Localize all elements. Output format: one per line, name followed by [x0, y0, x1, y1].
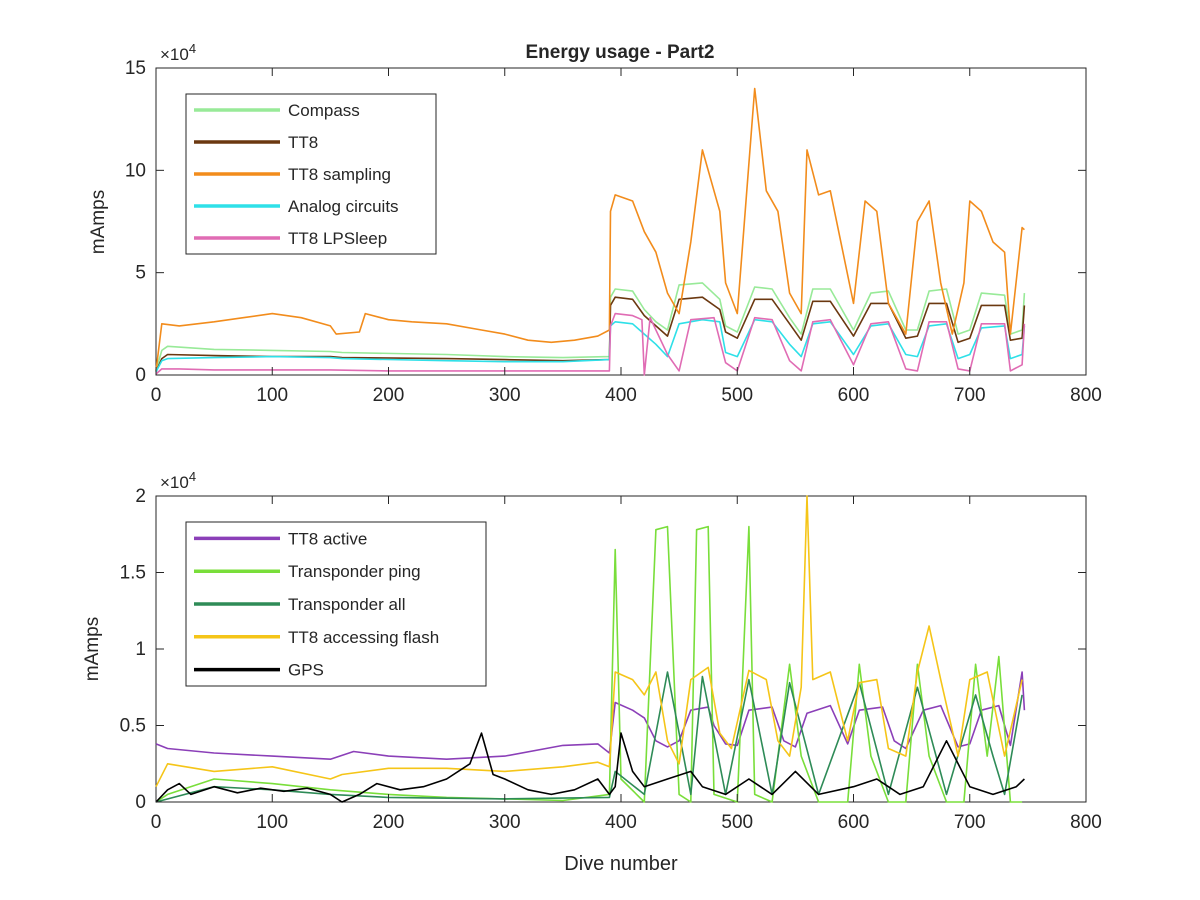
- bottom-legend-label-tt8-active: TT8 active: [288, 529, 367, 548]
- top-series-line-tt8-lpsleep: [155, 312, 1026, 376]
- bottom-x-tick-label: 100: [256, 812, 288, 833]
- top-x-tick-label: 400: [605, 385, 637, 406]
- top-x-tick-label: 0: [151, 385, 162, 406]
- bottom-exponent-label: ×104: [160, 469, 196, 492]
- bottom-y-tick-label: 0: [135, 792, 146, 813]
- top-legend: Compass TT8 TT8 sampling Analog circuits TT8…: [185, 93, 437, 255]
- top-x-tick-label: 700: [954, 385, 986, 406]
- bottom-x-tick-label: 200: [373, 812, 405, 833]
- top-x-tick-label: 200: [373, 385, 405, 406]
- bottom-x-tick-label: 500: [721, 812, 753, 833]
- bottom-x-tick-label: 0: [151, 812, 162, 833]
- bottom-legend: TT8 active Transponder ping Transponder al…: [185, 521, 487, 687]
- top-y-axis-label: mAmps: [88, 190, 109, 254]
- bottom-x-tick-label: 800: [1070, 812, 1102, 833]
- top-series-lines: [155, 87, 1026, 376]
- top-exponent-label: ×104: [160, 41, 196, 64]
- bottom-legend-label-gps: GPS: [288, 661, 324, 680]
- bottom-y-tick-label: 0.5: [120, 716, 146, 737]
- top-axis-ticks: 0 100 200 300 400 500 600 700 800 0 5 10 15: [125, 58, 1102, 406]
- bottom-x-tick-label: 700: [954, 812, 986, 833]
- bottom-legend-label-transponder-all: Transponder all: [288, 595, 406, 614]
- top-legend-label-compass: Compass: [288, 101, 360, 120]
- top-series-line-compass: [155, 282, 1026, 372]
- bottom-y-tick-label: 1: [135, 639, 146, 660]
- top-y-tick-label: 5: [135, 263, 146, 284]
- bottom-x-axis-label: Dive number: [564, 853, 678, 875]
- top-x-tick-label: 500: [721, 385, 753, 406]
- top-legend-label-tt8-sampling: TT8 sampling: [288, 165, 391, 184]
- top-y-tick-label: 10: [125, 160, 146, 181]
- bottom-series-line-tt8-accessing-flash: [155, 495, 1023, 788]
- bottom-y-axis-label: mAmps: [82, 617, 103, 681]
- top-x-tick-label: 800: [1070, 385, 1102, 406]
- top-legend-label-analog-circuits: Analog circuits: [288, 197, 399, 216]
- top-y-tick-label: 0: [135, 365, 146, 386]
- bottom-x-tick-label: 600: [838, 812, 870, 833]
- bottom-series-line-tt8-active: [155, 671, 1026, 761]
- top-x-tick-label: 100: [256, 385, 288, 406]
- top-y-tick-label: 15: [125, 58, 146, 79]
- bottom-x-tick-label: 300: [489, 812, 521, 833]
- top-x-tick-label: 600: [838, 385, 870, 406]
- bottom-x-tick-label: 400: [605, 812, 637, 833]
- top-legend-label-tt8: TT8: [288, 133, 318, 152]
- bottom-axis-ticks: 0 100 200 300 400 500 600 700 800 0 0.5 1 1.5 2: [120, 486, 1102, 833]
- bottom-legend-label-transponder-ping: Transponder ping: [288, 562, 421, 581]
- bottom-legend-label-tt8-accessing-flash: TT8 accessing flash: [288, 628, 439, 647]
- bottom-y-tick-label: 1.5: [120, 563, 146, 584]
- top-legend-label-tt8-lpsleep: TT8 LPSleep: [288, 229, 387, 248]
- top-x-tick-label: 300: [489, 385, 521, 406]
- top-series-line-tt8-sampling: [155, 87, 1025, 371]
- figure-title: Energy usage - Part2: [525, 42, 714, 63]
- bottom-series-line-gps: [155, 732, 1025, 803]
- bottom-y-tick-label: 2: [135, 486, 146, 507]
- top-subplot: 0 100 200 300 400 500 600 700 800 0 5 10 15 ×104 mAm…: [88, 41, 1102, 406]
- top-series-line-tt8: [155, 296, 1026, 373]
